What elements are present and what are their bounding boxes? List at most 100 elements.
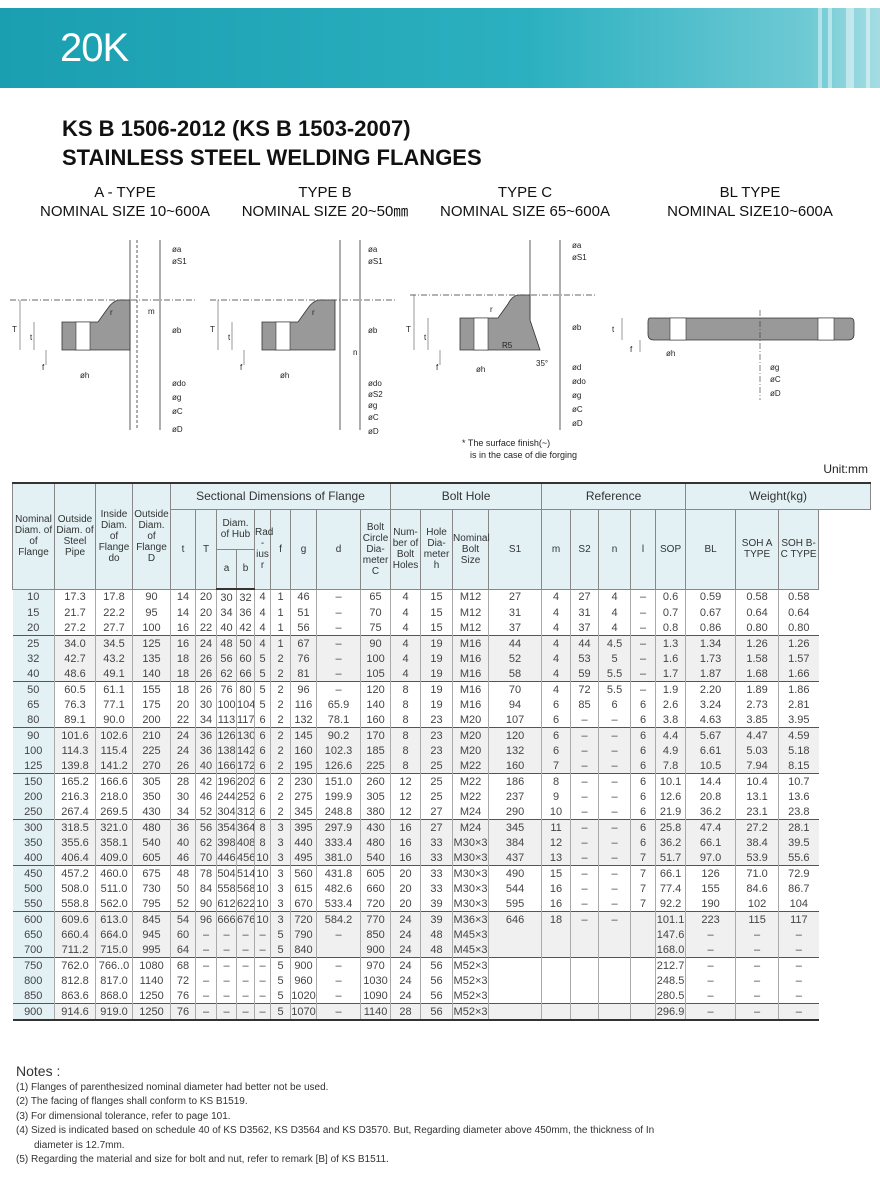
cell-weight-bl: 3.24 <box>685 697 736 712</box>
svg-text:T: T <box>210 325 215 334</box>
svg-text:øC: øC <box>368 413 379 422</box>
cell-outside-diam: 945 <box>132 927 171 942</box>
cell-bolt-count: 8 <box>390 743 421 758</box>
cell-d: 584.2 <box>316 911 361 927</box>
cell-weight-soh-bc: 10.7 <box>778 773 819 789</box>
cell-g: 46 <box>290 589 317 605</box>
cell-weight-bl: 6.61 <box>685 743 736 758</box>
cell-weight-soh-bc: 28.1 <box>778 819 819 835</box>
cell-weight-bl: 0.59 <box>685 589 736 605</box>
cell-d <box>316 942 361 958</box>
cell-weight-sop: 1.9 <box>655 681 686 697</box>
cell-bolt-circle: 75 <box>359 620 391 636</box>
cell-bolt-count: 24 <box>390 942 421 958</box>
cell-hub-a: 62 <box>216 666 237 682</box>
cell-t: 16 <box>170 620 196 636</box>
cell-weight-bl: – <box>685 1003 736 1021</box>
cell-s1: 37 <box>488 620 542 636</box>
cell-weight-sop: 296.9 <box>655 1003 686 1021</box>
cell-s2 <box>570 1003 599 1021</box>
note-item-continued: diameter is 12.7mm. <box>34 1139 125 1151</box>
group-hub: Diam. of Hub <box>216 508 255 550</box>
cell-radius: 6 <box>254 773 271 789</box>
cell-n <box>598 973 631 988</box>
cell-hub-b: 42 <box>236 620 255 636</box>
cell-s2: – <box>570 743 599 758</box>
svg-text:t: t <box>30 333 33 342</box>
cell-hub-a: 558 <box>216 881 237 896</box>
cell-inside-diam: 43.2 <box>95 651 133 666</box>
cell-weight-soh-a: 13.1 <box>735 789 779 804</box>
cell-hub-a: – <box>216 973 237 988</box>
cell-outside-diam: 175 <box>132 697 171 712</box>
cell-l: 7 <box>630 896 656 912</box>
group-reference: Reference <box>541 482 687 510</box>
cell-s2: – <box>570 727 599 743</box>
cell-od-pipe: 216.3 <box>54 789 96 804</box>
cell-s2: 59 <box>570 666 599 682</box>
cell-hub-a: 304 <box>216 804 237 820</box>
cell-bolt-circle: 70 <box>359 605 391 620</box>
cell-g: 56 <box>290 620 317 636</box>
cell-s2: 72 <box>570 681 599 697</box>
cell-bolt-size: M12 <box>452 620 489 636</box>
cell-t: 14 <box>170 605 196 620</box>
cell-inside-diam: 562.0 <box>95 896 133 912</box>
cell-radius: 6 <box>254 789 271 804</box>
cell-weight-soh-bc: 0.58 <box>778 589 819 605</box>
cell-d: – <box>316 651 361 666</box>
cell-weight-bl: – <box>685 957 736 973</box>
group-sectional: Sectional Dimensions of Flange <box>169 482 392 510</box>
cell-t: 26 <box>170 758 196 774</box>
cell-n: 6 <box>598 697 631 712</box>
cell-d: – <box>316 681 361 697</box>
cell-od-pipe: 558.8 <box>54 896 96 912</box>
cell-m <box>541 988 571 1004</box>
svg-text:øh: øh <box>476 365 485 374</box>
cell-l: – <box>630 620 656 636</box>
cell-od-pipe: 267.4 <box>54 804 96 820</box>
cell-hole-diam: 15 <box>420 589 453 605</box>
cell-weight-soh-bc: – <box>778 973 819 988</box>
cell-m <box>541 927 571 942</box>
cell-bolt-size: M24 <box>452 819 489 835</box>
cell-hub-a: – <box>216 957 237 973</box>
cell-hub-b: 514 <box>236 865 255 881</box>
cell-hub-a: 138 <box>216 743 237 758</box>
cell-t: 60 <box>170 927 196 942</box>
type-size: NOMINAL SIZE 10~600A <box>40 203 210 220</box>
cell-d: 482.6 <box>316 881 361 896</box>
cell-s2: 27 <box>570 589 599 605</box>
cell-hub-b: 117 <box>236 712 255 728</box>
cell-bolt-circle: 540 <box>359 850 391 866</box>
svg-text:øb: øb <box>368 326 378 335</box>
col-outside-diam-pipe: Outside Diam. of Steel Pipe <box>54 482 96 590</box>
cell-weight-soh-bc: 0.64 <box>778 605 819 620</box>
cell-weight-soh-a: – <box>735 957 779 973</box>
svg-text:øh: øh <box>280 371 289 380</box>
cell-bolt-count: 8 <box>390 727 421 743</box>
cell-bolt-size: M30×3 <box>452 850 489 866</box>
cell-outside-diam: 1080 <box>132 957 171 973</box>
cell-s1: 58 <box>488 666 542 682</box>
cell-bolt-count: 12 <box>390 804 421 820</box>
table-row: 100 114.3 115.4 225 24 36 138 142 6 2 160 102.3 185 8… <box>12 743 871 758</box>
cell-n: – <box>598 865 631 881</box>
cell-t: 24 <box>170 727 196 743</box>
cell-g: 840 <box>290 942 317 958</box>
cell-bolt-count: 4 <box>390 605 421 620</box>
cell-od-pipe: 76.3 <box>54 697 96 712</box>
cell-outside-diam: 140 <box>132 666 171 682</box>
col-bolt-size: Nominal Bolt Size <box>452 508 490 590</box>
cell-d: – <box>316 635 361 651</box>
cell-hole-diam: 56 <box>420 973 453 988</box>
cell-s1: 595 <box>488 896 542 912</box>
cell-weight-bl: 2.20 <box>685 681 736 697</box>
group-bolt-hole: Bolt Hole <box>390 482 543 510</box>
cell-hole-diam: 23 <box>420 727 453 743</box>
cell-g: 230 <box>290 773 317 789</box>
type-name: TYPE C <box>497 184 553 201</box>
cell-g: 495 <box>290 850 317 866</box>
cell-s2: 85 <box>570 697 599 712</box>
cell-inside-diam: 409.0 <box>95 850 133 866</box>
